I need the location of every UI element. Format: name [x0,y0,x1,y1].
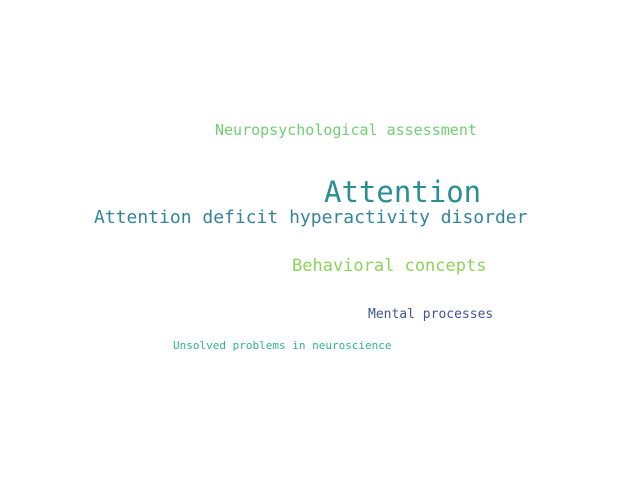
word-behavioral-concepts: Behavioral concepts [292,256,487,276]
word-adhd: Attention deficit hyperactivity disorder [94,207,528,228]
word-neuropsychological-assessment: Neuropsychological assessment [215,121,477,139]
word-unsolved-problems-in-neuroscience: Unsolved problems in neuroscience [173,339,392,352]
word-attention: Attention [324,175,482,209]
word-mental-processes: Mental processes [368,307,494,322]
